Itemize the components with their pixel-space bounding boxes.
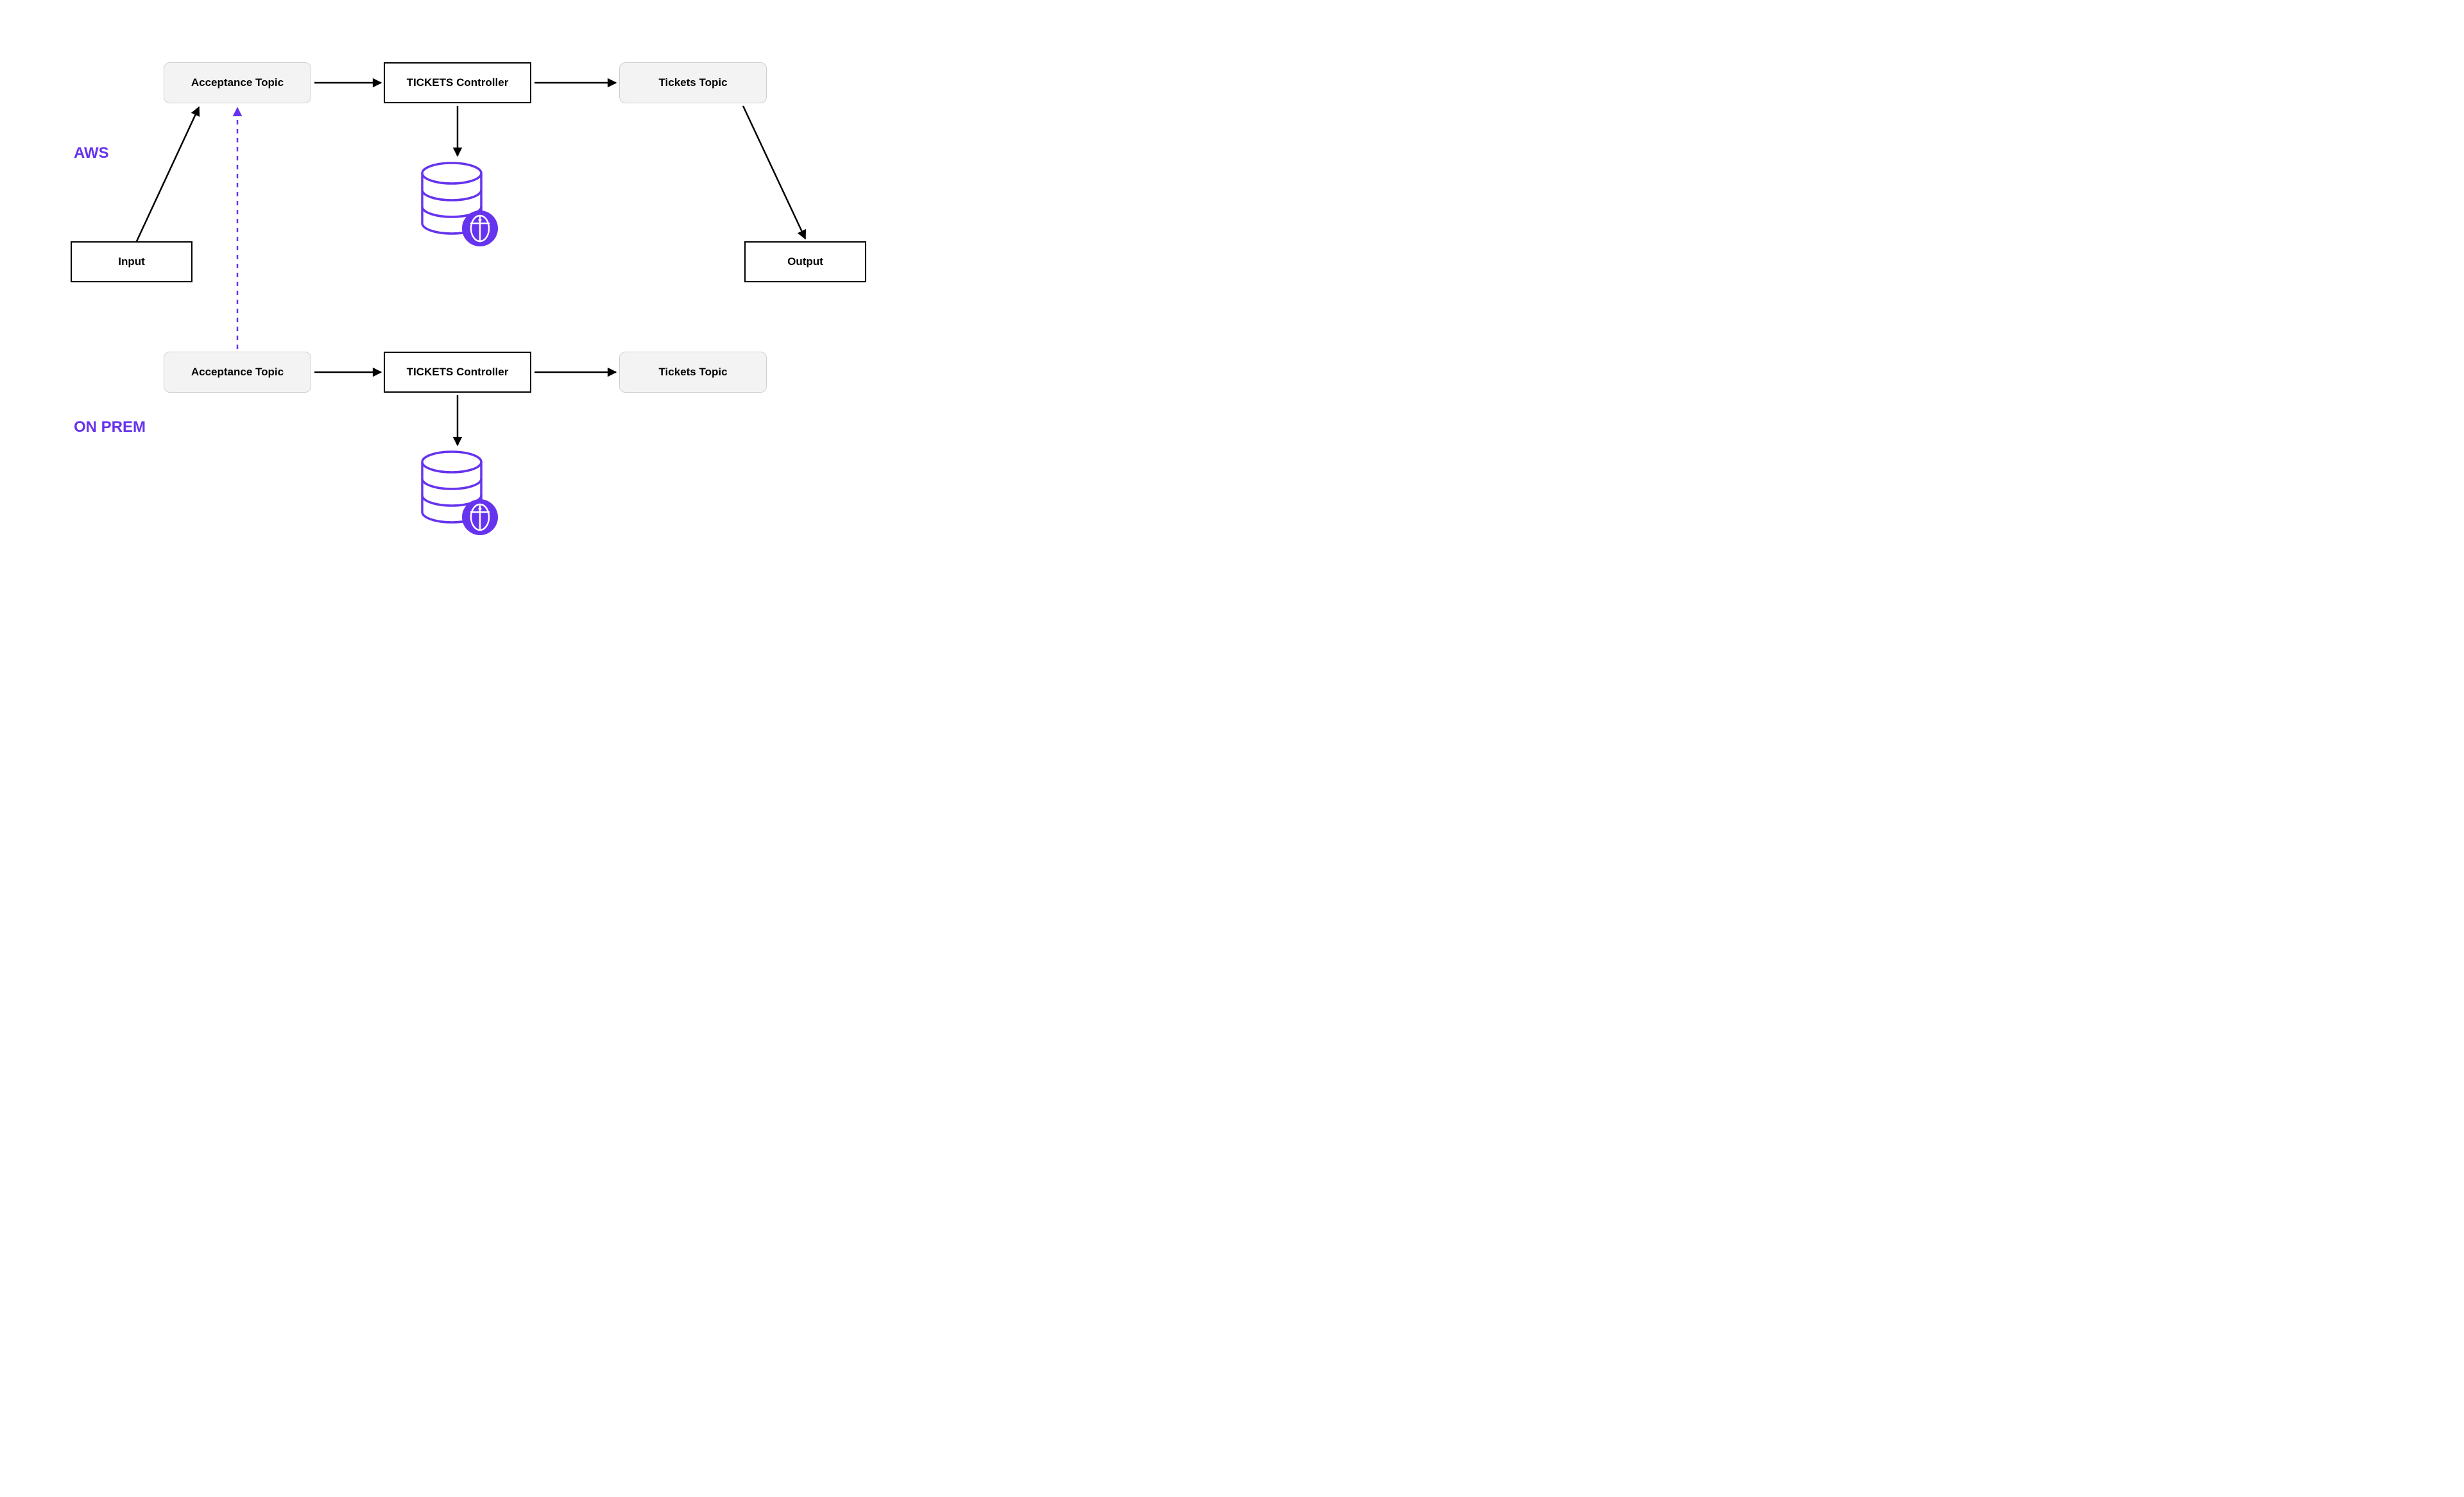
- node-prem-tickets-controller: TICKETS Controller: [384, 352, 531, 393]
- env-label-aws: AWS: [74, 144, 109, 162]
- edge-input_to_aws_acceptance: [137, 107, 199, 241]
- node-input: Input: [71, 241, 193, 282]
- edge-aws_tickets_to_output: [743, 106, 805, 239]
- database-icon-prem: [416, 448, 499, 541]
- architecture-diagram: AWS ON PREM Input Output Acceptance Topi…: [0, 0, 986, 599]
- node-prem-tickets-topic: Tickets Topic: [619, 352, 767, 393]
- node-aws-tickets-controller: TICKETS Controller: [384, 62, 531, 103]
- database-icon-aws: [416, 159, 499, 252]
- env-label-on-prem: ON PREM: [74, 418, 146, 436]
- node-output: Output: [744, 241, 866, 282]
- node-aws-acceptance-topic: Acceptance Topic: [164, 62, 311, 103]
- node-prem-acceptance-topic: Acceptance Topic: [164, 352, 311, 393]
- node-aws-tickets-topic: Tickets Topic: [619, 62, 767, 103]
